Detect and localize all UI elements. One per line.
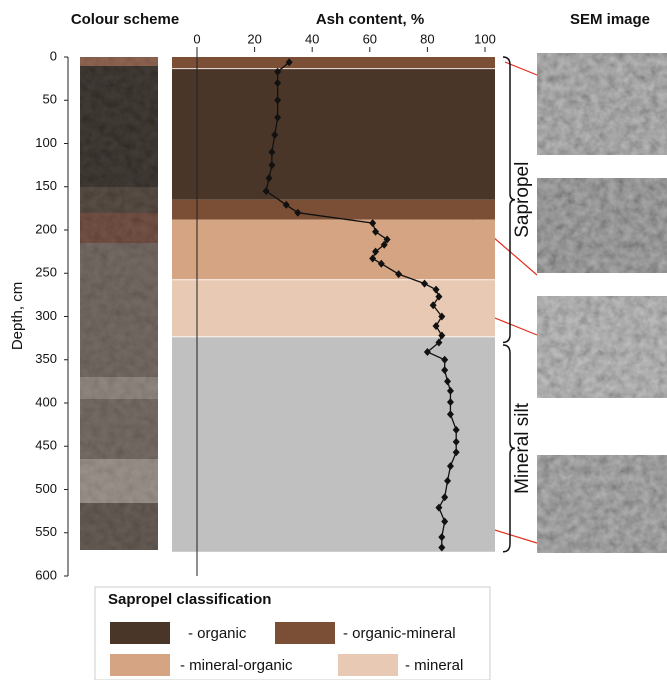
- zone-label: Mineral silt: [512, 402, 533, 494]
- figure: Colour scheme Ash content, % SEM image D…: [0, 0, 667, 680]
- legend-swatch: [275, 622, 335, 644]
- legend-swatch: [110, 622, 170, 644]
- y-tick-label: 0: [50, 48, 57, 63]
- x-axis-title: Ash content, %: [316, 11, 424, 28]
- y-tick-label: 200: [35, 221, 57, 236]
- y-tick-label: 450: [35, 438, 57, 453]
- layer: [172, 57, 495, 68]
- legend-label: - mineral: [405, 657, 463, 674]
- y-tick-label: 400: [35, 394, 57, 409]
- zone-label: Sapropel: [512, 162, 533, 238]
- x-tick-label: 100: [474, 31, 496, 46]
- colour-column: [80, 57, 158, 550]
- y-tick-label: 100: [35, 135, 57, 150]
- y-tick-label: 50: [43, 92, 57, 107]
- header: SEM image: [570, 11, 650, 28]
- y-tick-label: 300: [35, 308, 57, 323]
- layer: [172, 280, 495, 336]
- sem-images: [537, 53, 667, 553]
- y-tick-label: 150: [35, 178, 57, 193]
- legend-label: - organic: [188, 625, 247, 642]
- x-tick-label: 80: [420, 31, 434, 46]
- legend-swatch: [338, 654, 398, 676]
- layer: [172, 200, 495, 220]
- legend-swatch: [110, 654, 170, 676]
- legend-title: Sapropel classification: [108, 591, 271, 608]
- y-tick-label: 550: [35, 524, 57, 539]
- legend-label: - mineral-organic: [180, 657, 293, 674]
- y-tick-label: 350: [35, 351, 57, 366]
- y-tick-label: 500: [35, 481, 57, 496]
- x-tick-label: 60: [363, 31, 377, 46]
- x-tick-label: 20: [247, 31, 261, 46]
- y-tick-label: 250: [35, 265, 57, 280]
- y-tick-label: 600: [35, 567, 57, 582]
- layer: [172, 69, 495, 200]
- x-tick-label: 40: [305, 31, 319, 46]
- legend-label: - organic-mineral: [343, 625, 456, 642]
- y-axis-title: Depth, cm: [9, 282, 26, 350]
- layer: [172, 220, 495, 280]
- x-tick-label: 0: [193, 31, 200, 46]
- header: Colour scheme: [71, 11, 179, 28]
